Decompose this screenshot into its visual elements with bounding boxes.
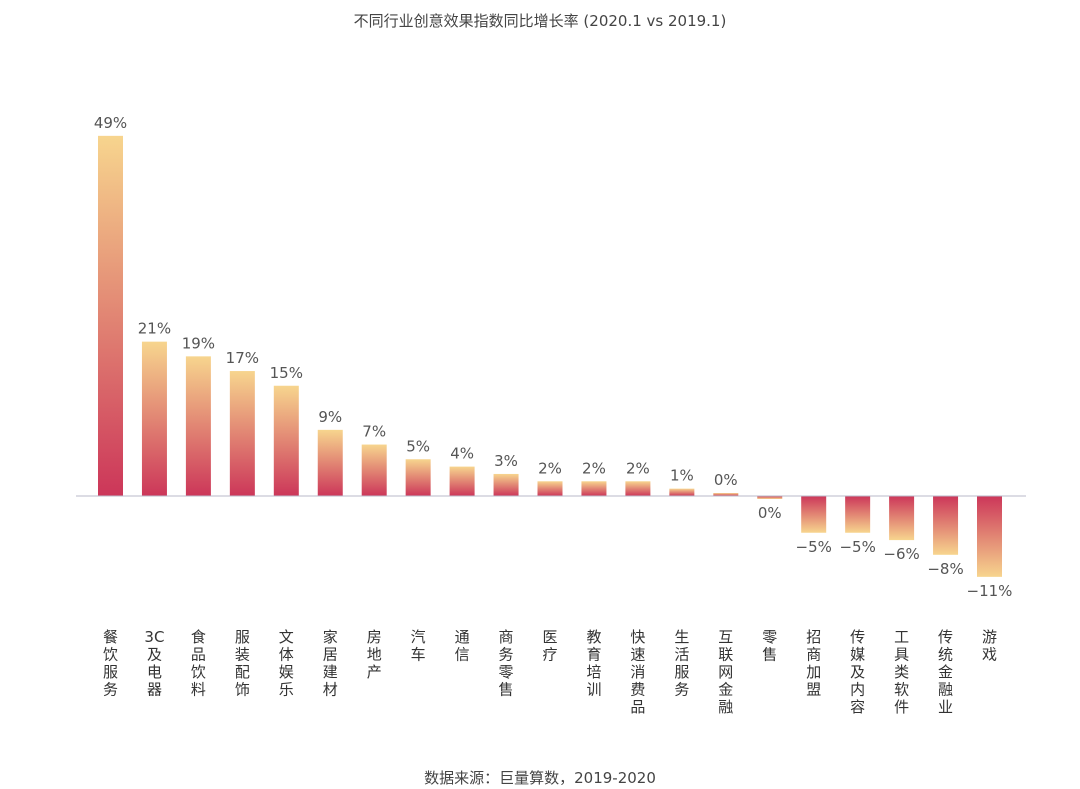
bar-4 (229, 371, 255, 496)
data-label-15: 0% (714, 471, 738, 489)
data-label-9: 4% (450, 445, 474, 463)
bar-17 (801, 496, 827, 533)
bar-3 (185, 356, 211, 496)
category-label-17: 招商加盟 (806, 628, 821, 699)
bar-19 (889, 496, 915, 541)
data-label-6: 9% (318, 408, 342, 426)
data-label-10: 3% (494, 452, 518, 470)
data-label-11: 2% (538, 459, 562, 477)
bar-12 (581, 481, 607, 496)
bar-9 (449, 466, 475, 496)
data-label-7: 7% (362, 423, 386, 441)
category-label-14: 生活服务 (674, 628, 689, 699)
bar-10 (493, 473, 519, 496)
bar-7 (361, 444, 387, 496)
data-label-21: −11% (967, 582, 1013, 600)
category-label-15: 互联网金融 (718, 628, 733, 716)
chart-title: 不同行业创意效果指数同比增长率 (2020.1 vs 2019.1) (353, 12, 727, 30)
data-label-2: 21% (138, 320, 171, 338)
category-label-3: 食品饮料 (191, 628, 206, 699)
category-label-19: 工具类软件 (894, 628, 909, 716)
category-label-8: 汽车 (411, 628, 426, 664)
category-label-5: 文体娱乐 (279, 628, 294, 699)
data-label-1: 49% (94, 114, 127, 132)
bar-5 (273, 385, 299, 496)
bar-15 (713, 493, 739, 496)
bar-11 (537, 481, 563, 496)
data-label-3: 19% (182, 334, 215, 352)
category-label-12: 教育培训 (586, 628, 601, 699)
category-label-4: 服装配饰 (235, 628, 250, 699)
data-label-18: −5% (839, 538, 875, 556)
data-label-20: −8% (927, 560, 963, 578)
data-label-4: 17% (226, 349, 259, 367)
bar-18 (845, 496, 871, 533)
category-label-11: 医疗 (542, 628, 557, 664)
bar-1 (98, 135, 123, 496)
category-label-16: 零售 (762, 628, 777, 664)
bar-8 (405, 459, 431, 496)
category-label-9: 通信 (455, 628, 470, 664)
data-label-8: 5% (406, 437, 430, 455)
data-label-12: 2% (582, 459, 606, 477)
data-label-5: 15% (270, 364, 303, 382)
bar-16 (757, 496, 783, 499)
category-label-10: 商务零售 (499, 628, 514, 699)
category-label-18: 传媒及内容 (850, 628, 865, 716)
bar-13 (625, 481, 651, 496)
bar-6 (317, 429, 343, 496)
bar-2 (141, 341, 167, 496)
category-label-7: 房地产 (367, 628, 382, 681)
data-label-14: 1% (670, 467, 694, 485)
category-label-21: 游戏 (982, 628, 997, 664)
category-label-6: 家居建材 (323, 628, 338, 699)
bar-14 (669, 488, 695, 496)
category-label-1: 餐饮服务 (103, 628, 118, 699)
data-label-13: 2% (626, 459, 650, 477)
bar-21 (977, 496, 1002, 577)
category-label-2: 3C 及电器 (144, 628, 164, 699)
data-source-note: 数据来源：巨量算数，2019-2020 (424, 769, 656, 787)
bar-20 (933, 496, 959, 555)
data-label-16: 0% (758, 504, 782, 522)
data-label-19: −6% (883, 545, 919, 563)
category-label-13: 快速消费品 (630, 628, 645, 716)
category-label-20: 传统金融业 (938, 628, 953, 716)
data-label-17: −5% (796, 538, 832, 556)
